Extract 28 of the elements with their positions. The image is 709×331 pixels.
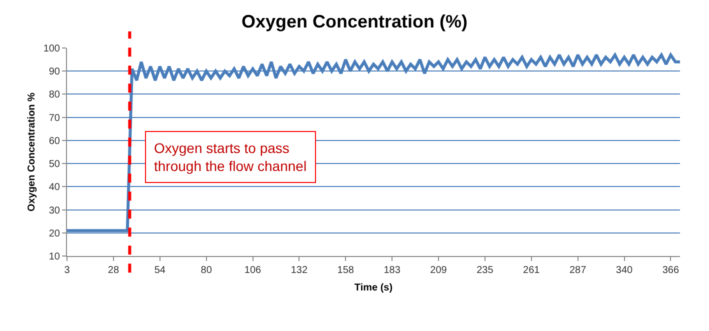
x-tick-label: 261 xyxy=(523,265,540,276)
y-tick-label: 50 xyxy=(48,159,60,170)
x-tick-label: 28 xyxy=(108,265,120,276)
x-tick-label: 340 xyxy=(616,265,634,276)
y-tick-label: 70 xyxy=(48,112,60,124)
x-tick-label: 183 xyxy=(384,265,401,276)
x-tick-label: 3 xyxy=(64,265,70,276)
x-tick-label: 209 xyxy=(430,265,448,276)
x-tick-label: 54 xyxy=(154,265,166,276)
x-tick-label: 132 xyxy=(290,265,308,276)
x-tick-label: 366 xyxy=(662,265,680,276)
x-tick-label: 235 xyxy=(476,265,494,276)
x-tick-label: 106 xyxy=(244,265,262,276)
y-tick-label: 60 xyxy=(48,136,60,147)
y-tick-label: 40 xyxy=(48,182,60,194)
x-tick-label: 158 xyxy=(337,265,354,276)
y-tick-label: 80 xyxy=(48,90,60,101)
x-tick-label: 80 xyxy=(200,265,212,276)
y-tick-label: 100 xyxy=(43,44,60,54)
y-tick-label: 30 xyxy=(48,205,60,216)
y-tick-label: 90 xyxy=(48,66,60,78)
chart-title: Oxygen Concentration (%) xyxy=(241,11,468,32)
y-tick-label: 10 xyxy=(48,252,60,262)
x-axis-title: Time (s) xyxy=(354,282,393,294)
x-tick-label: 287 xyxy=(569,265,587,276)
y-axis-title: Oxygen Concentration % xyxy=(26,92,38,212)
y-tick-label: 20 xyxy=(48,228,60,240)
annotation: Oxygen starts to pass through the flow channel xyxy=(154,140,307,174)
